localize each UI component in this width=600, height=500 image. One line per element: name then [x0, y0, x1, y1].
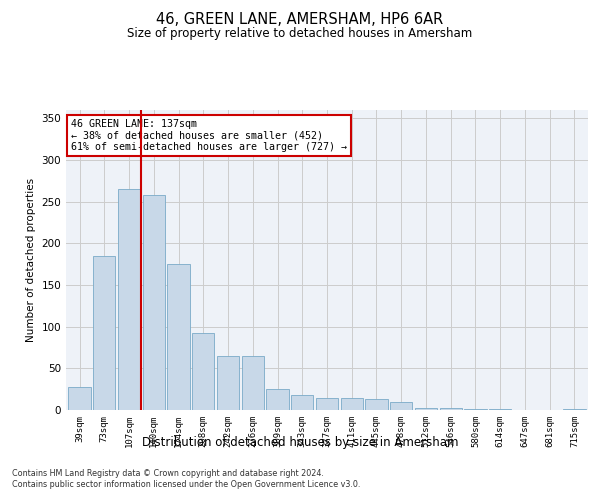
Bar [365, 399, 388, 410]
Y-axis label: Number of detached properties: Number of detached properties [26, 178, 36, 342]
Text: Contains HM Land Registry data © Crown copyright and database right 2024.: Contains HM Land Registry data © Crown c… [12, 468, 324, 477]
Text: Distribution of detached houses by size in Amersham: Distribution of detached houses by size … [142, 436, 458, 449]
Bar [390, 402, 412, 410]
Bar [341, 398, 363, 410]
Text: Size of property relative to detached houses in Amersham: Size of property relative to detached ho… [127, 28, 473, 40]
Bar [563, 409, 586, 410]
Bar [291, 395, 313, 410]
Bar [217, 356, 239, 410]
Bar [167, 264, 190, 410]
Text: 46, GREEN LANE, AMERSHAM, HP6 6AR: 46, GREEN LANE, AMERSHAM, HP6 6AR [157, 12, 443, 28]
Bar [489, 409, 511, 410]
Bar [415, 408, 437, 410]
Bar [242, 356, 264, 410]
Text: 46 GREEN LANE: 137sqm
← 38% of detached houses are smaller (452)
61% of semi-det: 46 GREEN LANE: 137sqm ← 38% of detached … [71, 119, 347, 152]
Bar [143, 195, 165, 410]
Bar [192, 334, 214, 410]
Bar [316, 398, 338, 410]
Bar [93, 256, 115, 410]
Bar [266, 389, 289, 410]
Bar [118, 189, 140, 410]
Bar [464, 409, 487, 410]
Bar [68, 386, 91, 410]
Text: Contains public sector information licensed under the Open Government Licence v3: Contains public sector information licen… [12, 480, 361, 489]
Bar [440, 408, 462, 410]
